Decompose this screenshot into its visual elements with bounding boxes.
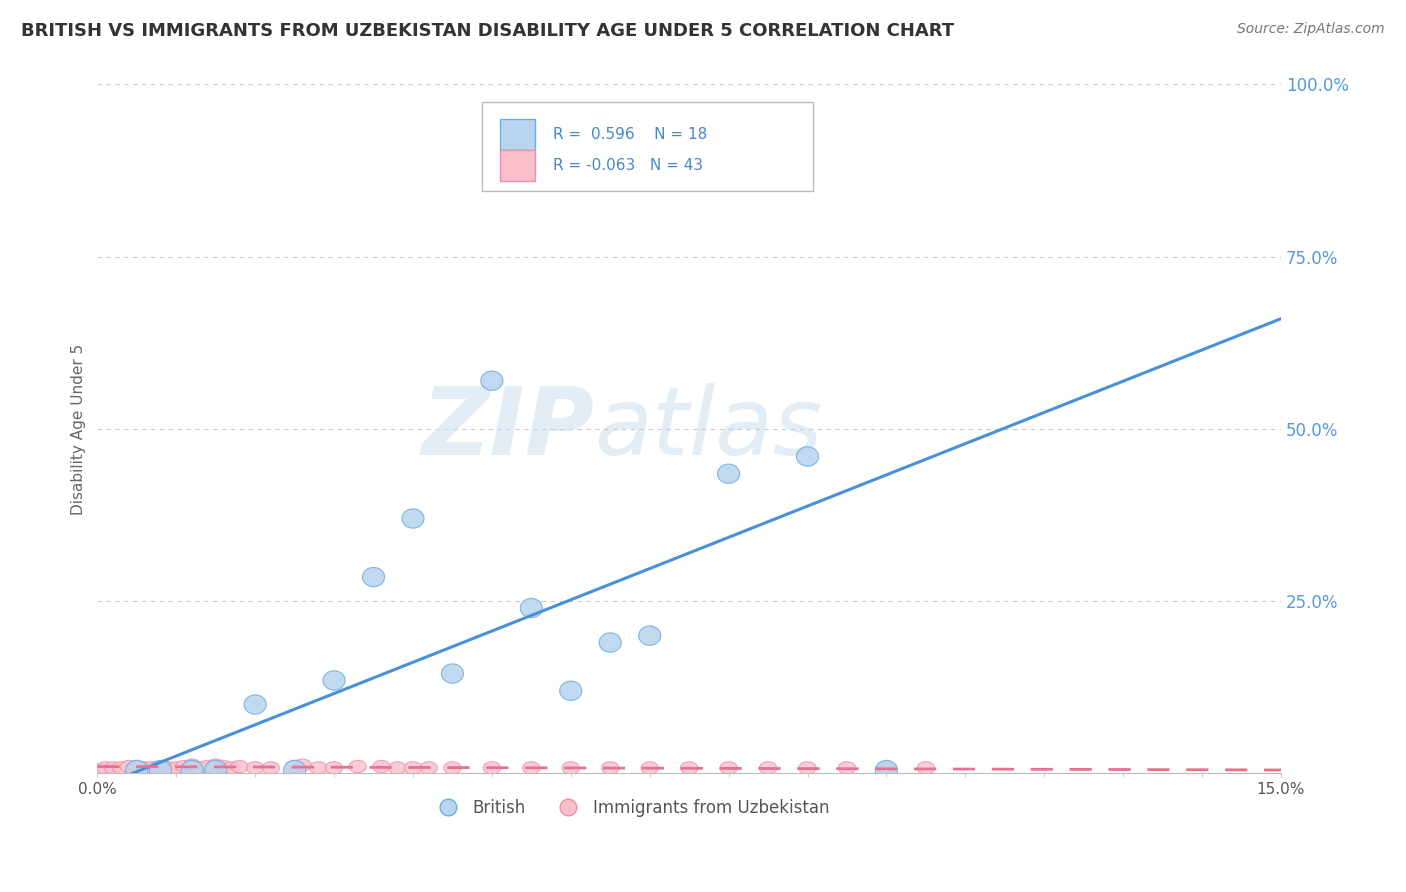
Ellipse shape xyxy=(181,760,202,780)
Ellipse shape xyxy=(89,764,105,776)
Text: R =  0.596    N = 18: R = 0.596 N = 18 xyxy=(553,127,707,142)
Ellipse shape xyxy=(373,760,389,772)
Text: atlas: atlas xyxy=(595,384,823,475)
Ellipse shape xyxy=(441,664,464,683)
Ellipse shape xyxy=(167,762,186,774)
Ellipse shape xyxy=(191,762,208,774)
Ellipse shape xyxy=(160,762,177,774)
FancyBboxPatch shape xyxy=(482,102,814,191)
Ellipse shape xyxy=(720,762,737,774)
Ellipse shape xyxy=(402,508,425,528)
Ellipse shape xyxy=(444,762,461,774)
Ellipse shape xyxy=(838,762,856,774)
Ellipse shape xyxy=(121,760,138,772)
Ellipse shape xyxy=(104,762,122,774)
Ellipse shape xyxy=(638,626,661,645)
Ellipse shape xyxy=(205,760,226,780)
Ellipse shape xyxy=(246,762,264,774)
Ellipse shape xyxy=(599,633,621,652)
Ellipse shape xyxy=(207,759,225,772)
Ellipse shape xyxy=(484,762,501,774)
Ellipse shape xyxy=(681,762,697,774)
Ellipse shape xyxy=(245,695,266,714)
Bar xyxy=(499,119,536,150)
Text: BRITISH VS IMMIGRANTS FROM UZBEKISTAN DISABILITY AGE UNDER 5 CORRELATION CHART: BRITISH VS IMMIGRANTS FROM UZBEKISTAN DI… xyxy=(21,22,955,40)
Text: R = -0.063   N = 43: R = -0.063 N = 43 xyxy=(553,158,703,173)
Ellipse shape xyxy=(112,762,129,774)
Ellipse shape xyxy=(405,762,422,774)
Ellipse shape xyxy=(222,762,240,774)
Y-axis label: Disability Age Under 5: Disability Age Under 5 xyxy=(72,343,86,515)
Ellipse shape xyxy=(363,567,385,587)
Ellipse shape xyxy=(560,681,582,700)
Ellipse shape xyxy=(799,762,817,774)
Ellipse shape xyxy=(309,762,328,774)
Legend: British, Immigrants from Uzbekistan: British, Immigrants from Uzbekistan xyxy=(425,792,835,823)
Ellipse shape xyxy=(97,762,114,774)
Ellipse shape xyxy=(215,760,232,772)
Ellipse shape xyxy=(149,760,172,780)
Ellipse shape xyxy=(263,762,280,774)
Ellipse shape xyxy=(284,760,305,780)
Ellipse shape xyxy=(717,464,740,483)
Ellipse shape xyxy=(877,762,896,774)
Text: Source: ZipAtlas.com: Source: ZipAtlas.com xyxy=(1237,22,1385,37)
Ellipse shape xyxy=(176,760,193,772)
Ellipse shape xyxy=(200,760,217,772)
Ellipse shape xyxy=(562,762,579,774)
Ellipse shape xyxy=(917,762,935,774)
Ellipse shape xyxy=(325,762,343,774)
Ellipse shape xyxy=(152,762,169,774)
Ellipse shape xyxy=(520,599,543,618)
Ellipse shape xyxy=(183,759,201,772)
Ellipse shape xyxy=(323,671,344,690)
Ellipse shape xyxy=(602,762,619,774)
Ellipse shape xyxy=(143,762,162,774)
Ellipse shape xyxy=(420,762,437,774)
Ellipse shape xyxy=(796,447,818,467)
Ellipse shape xyxy=(294,759,311,772)
Bar xyxy=(499,150,536,181)
Ellipse shape xyxy=(128,760,145,772)
Ellipse shape xyxy=(876,760,897,780)
Ellipse shape xyxy=(481,371,503,391)
Ellipse shape xyxy=(388,762,406,774)
Ellipse shape xyxy=(125,760,148,780)
Ellipse shape xyxy=(759,762,776,774)
Ellipse shape xyxy=(285,760,304,772)
Text: ZIP: ZIP xyxy=(422,383,595,475)
Ellipse shape xyxy=(641,762,658,774)
Ellipse shape xyxy=(349,760,367,772)
Ellipse shape xyxy=(136,762,153,774)
Ellipse shape xyxy=(231,760,247,772)
Ellipse shape xyxy=(523,762,540,774)
